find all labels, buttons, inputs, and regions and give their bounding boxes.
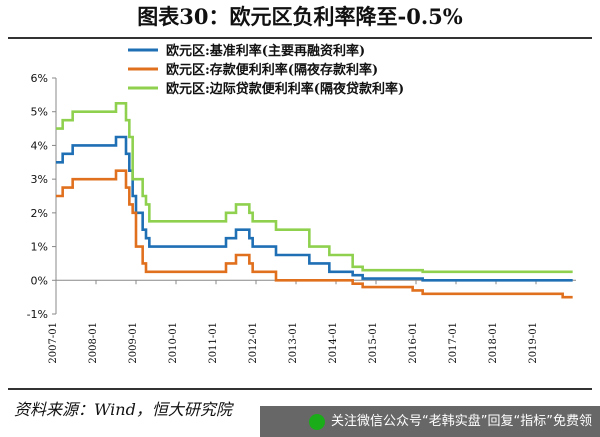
x-tick-label: 2008-01 (88, 322, 99, 364)
y-tick-label: 6% (31, 72, 48, 85)
legend-label-2: 欧元区:存款便利利率(隔夜存款利率) (166, 62, 378, 78)
rate-chart: -1% 0% 1% 2% 3% 4% 5% 6% 2007-01 2008-01 2009-01 20… (27, 43, 576, 364)
y-tick-label: 1% (31, 241, 48, 254)
watermark-banner: 关注微信公众号“老韩实盘”回复“指标”免费领 (260, 406, 600, 437)
x-tick-label: 2012-01 (248, 322, 259, 364)
y-tick-label: 5% (31, 106, 48, 119)
x-tick-label: 2018-01 (488, 322, 499, 364)
x-tick-label: 2015-01 (368, 322, 379, 364)
x-tick-label: 2010-01 (168, 322, 179, 364)
x-tick-label: 2016-01 (408, 322, 419, 364)
chart-title: 图表30：欧元区负利率降至-0.5% (137, 4, 463, 29)
series-line-2 (56, 169, 573, 299)
x-tick-label: 2019-01 (528, 322, 539, 364)
y-tick-label: 3% (31, 173, 48, 186)
bottom-rule (8, 388, 592, 390)
series-line-1 (56, 135, 573, 282)
x-tick-label: 2007-01 (48, 322, 59, 364)
y-tick-label: 4% (31, 139, 48, 152)
x-tick-label: 2009-01 (128, 322, 139, 364)
legend-label-1: 欧元区:基准利率(主要再融资利率) (166, 43, 365, 59)
x-tick-label: 2013-01 (288, 322, 299, 364)
source-note: 资料来源：Wind，恒大研究院 (14, 400, 232, 419)
y-tick-label: 0% (31, 274, 48, 287)
legend-label-3: 欧元区:边际贷款便利利率(隔夜贷款利率) (166, 81, 404, 97)
x-tick-label: 2011-01 (208, 322, 219, 364)
x-tick-label: 2014-01 (328, 322, 339, 364)
x-tick-label: 2017-01 (448, 322, 459, 364)
y-tick-label: -1% (27, 308, 48, 321)
wechat-icon (309, 413, 326, 430)
watermark-text: 关注微信公众号“老韩实盘”回复“指标”免费领 (331, 414, 592, 429)
y-tick-label: 2% (31, 207, 48, 220)
series-line-3 (56, 101, 573, 274)
top-rule (8, 37, 592, 39)
